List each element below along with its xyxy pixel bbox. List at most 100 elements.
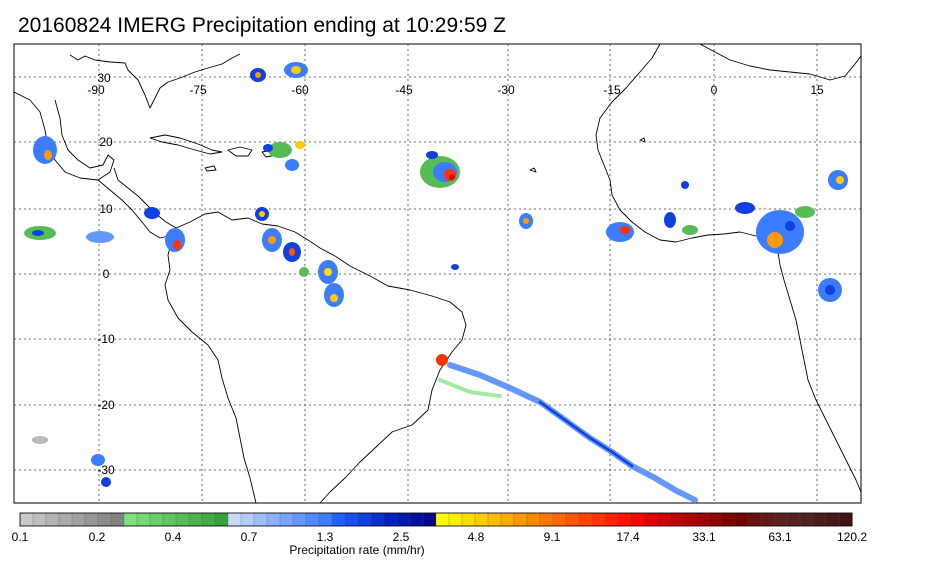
colorbar-border [19, 512, 853, 527]
colorbar-swatch [617, 512, 632, 527]
lon-label: -30 [497, 83, 515, 97]
colorbar-swatch [344, 512, 359, 527]
colorbar-swatch [721, 512, 736, 527]
colorbar-swatch [734, 512, 749, 527]
lat-label: 20 [99, 135, 113, 149]
colorbar-swatch [630, 512, 645, 527]
colorbar-swatch [240, 512, 255, 527]
colorbar-swatch [643, 512, 658, 527]
colorbar-swatch [760, 512, 775, 527]
colorbar-label: 120.2 [836, 530, 868, 544]
colorbar-swatch [474, 512, 489, 527]
lon-label: 15 [810, 83, 824, 97]
colorbar-swatch [175, 512, 190, 527]
colorbar-label: 0.7 [240, 530, 258, 544]
colorbar-swatch [708, 512, 723, 527]
colorbar-swatch [539, 512, 554, 527]
colorbar-swatch [149, 512, 164, 527]
lon-label: -90 [87, 83, 105, 97]
precip-northern-south-america [262, 228, 344, 307]
colorbar-swatch [162, 512, 177, 527]
colorbar-swatch [19, 512, 34, 527]
lat-label: 10 [99, 202, 113, 216]
colorbar-label: 63.1 [768, 530, 792, 544]
colorbar-swatch [331, 512, 346, 527]
colorbar-swatch [487, 512, 502, 527]
precip-gulf-mexico [24, 136, 114, 243]
colorbar-swatch [58, 512, 73, 527]
lon-label: -60 [291, 83, 309, 97]
colorbar-swatch [812, 512, 827, 527]
colorbar-swatch [188, 512, 203, 527]
colorbar-swatch [565, 512, 580, 527]
colorbar-swatch [552, 512, 567, 527]
colorbar-swatch [201, 512, 216, 527]
colorbar-swatch [266, 512, 281, 527]
colorbar-swatch [396, 512, 411, 527]
colorbar-swatch [214, 512, 229, 527]
map-title: 20160824 IMERG Precipitation ending at 1… [18, 14, 506, 37]
colorbar-swatch [500, 512, 515, 527]
colorbar-label: 1.3 [316, 530, 334, 544]
colorbar-swatch [578, 512, 593, 527]
colorbar-swatch [370, 512, 385, 527]
colorbar-swatch [227, 512, 242, 527]
colorbar-swatch [123, 512, 138, 527]
colorbar-swatch [136, 512, 151, 527]
lat-label: 0 [103, 267, 110, 281]
colorbar-label: 9.1 [543, 530, 561, 544]
precip-hurricane [420, 151, 460, 188]
colorbar-label: 0.2 [88, 530, 106, 544]
colorbar-swatch [682, 512, 697, 527]
lat-label: -30 [97, 463, 115, 477]
colorbar-swatch [747, 512, 762, 527]
graticule [14, 44, 861, 503]
precip-south-pacific [32, 436, 111, 487]
colorbar-swatch [786, 512, 801, 527]
colorbar-swatch [292, 512, 307, 527]
lat-label: 30 [97, 71, 111, 85]
map-frame [13, 43, 862, 504]
colorbar-swatch [383, 512, 398, 527]
colorbar-swatch [84, 512, 99, 527]
colorbar-swatch [279, 512, 294, 527]
colorbar-swatch [591, 512, 606, 527]
lon-label: -15 [603, 83, 621, 97]
colorbar-swatch [253, 512, 268, 527]
colorbar-swatch [526, 512, 541, 527]
colorbar-swatch [422, 512, 437, 527]
colorbar-swatch [435, 512, 450, 527]
lon-label: -75 [189, 83, 207, 97]
coastlines [13, 43, 862, 504]
colorbar-swatch [448, 512, 463, 527]
colorbar-swatch [604, 512, 619, 527]
colorbar-swatch [32, 512, 47, 527]
colorbar-swatch [71, 512, 86, 527]
colorbar-label: 0.1 [11, 530, 29, 544]
lon-label: -45 [395, 83, 413, 97]
colorbar-swatch [799, 512, 814, 527]
colorbar-swatch [838, 512, 853, 527]
colorbar-swatch [305, 512, 320, 527]
colorbar-swatch [695, 512, 710, 527]
lat-label: -10 [97, 332, 115, 346]
colorbar-swatch [773, 512, 788, 527]
colorbar [19, 512, 853, 527]
precip-atlantic-scattered [451, 212, 698, 270]
colorbar-swatch [45, 512, 60, 527]
colorbar-label: 2.5 [392, 530, 410, 544]
colorbar-label: 0.4 [164, 530, 182, 544]
colorbar-title: Precipitation rate (mm/hr) [289, 543, 425, 557]
precip-caribbean [250, 62, 308, 171]
colorbar-label: 17.4 [616, 530, 640, 544]
colorbar-swatch [409, 512, 424, 527]
colorbar-label: 33.1 [692, 530, 716, 544]
lon-label: 0 [711, 83, 718, 97]
colorbar-swatch [97, 512, 112, 527]
colorbar-swatch [318, 512, 333, 527]
colorbar-swatch [656, 512, 671, 527]
colorbar-swatch [669, 512, 684, 527]
colorbar-swatch [825, 512, 840, 527]
colorbar-label: 4.8 [467, 530, 485, 544]
